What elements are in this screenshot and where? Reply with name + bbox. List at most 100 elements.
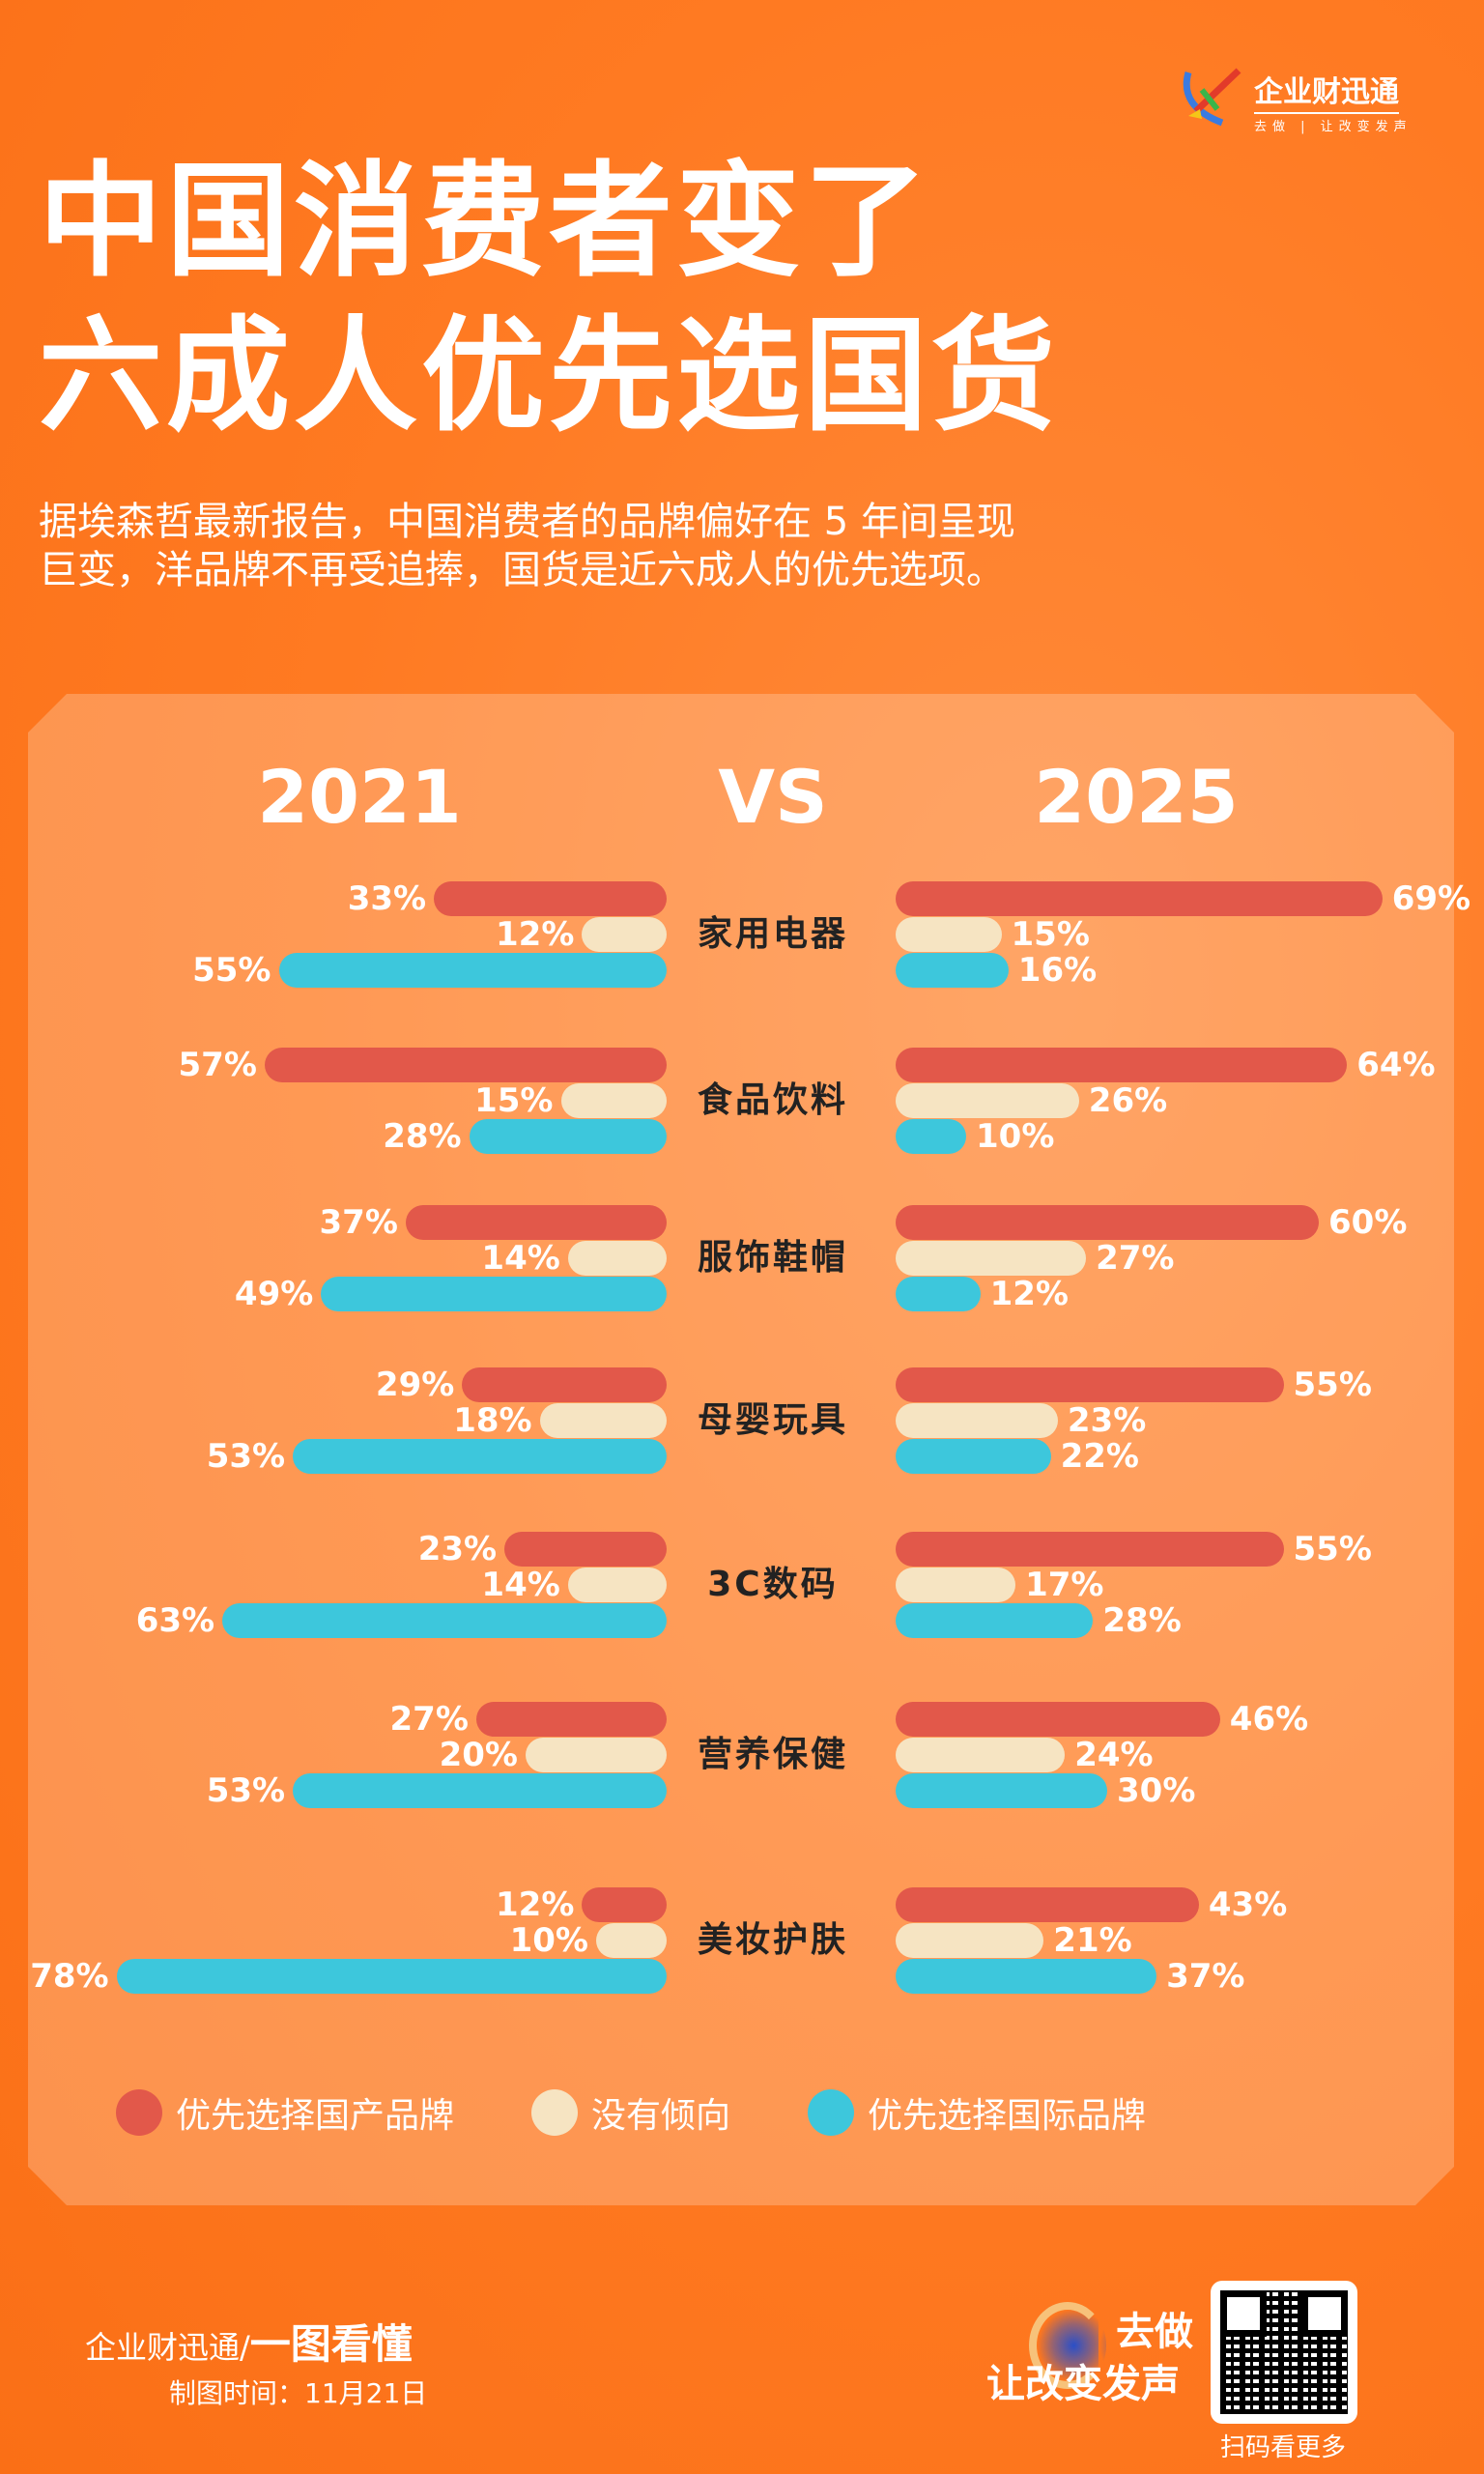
value-label-y2025-international: 12% [989, 1275, 1069, 1313]
bar-y2025-domestic [896, 881, 1383, 916]
bar-y2021-domestic [504, 1532, 667, 1567]
value-label-y2025-international: 37% [1166, 1957, 1245, 1996]
bar-y2021-domestic [264, 1048, 667, 1082]
bar-y2025-neutral [896, 1241, 1087, 1276]
page-title: 中国消费者变了 六成人优先选国货 [39, 145, 1059, 454]
bar-y2025-domestic [896, 1887, 1199, 1922]
footer-brand: 企业财迅通/一图看懂 [85, 2320, 413, 2368]
bar-y2025-international [896, 1603, 1094, 1638]
bar-y2025-domestic [896, 1702, 1220, 1737]
bar-y2025-neutral [896, 1738, 1066, 1772]
legend-dot-domestic [116, 2089, 162, 2136]
value-label-y2021-international: 78% [30, 1957, 109, 1996]
logo-icon [1183, 68, 1241, 127]
value-label-y2021-international: 53% [206, 1437, 286, 1476]
value-label-y2025-domestic: 46% [1229, 1700, 1309, 1739]
bar-y2021-domestic [405, 1205, 667, 1240]
value-label-y2021-domestic: 33% [347, 879, 427, 918]
bar-y2021-domestic [462, 1367, 667, 1402]
bar-y2021-international [116, 1959, 667, 1994]
value-label-y2021-domestic: 37% [319, 1203, 398, 1242]
category-label: 美妆护肤 [697, 1920, 849, 1960]
value-label-y2021-neutral: 15% [474, 1081, 554, 1120]
legend: 优先选择国产品牌 没有倾向 优先选择国际品牌 [116, 2087, 1223, 2138]
bar-y2021-neutral [567, 1568, 667, 1602]
bar-y2021-neutral [596, 1923, 667, 1958]
bar-y2025-domestic [896, 1367, 1284, 1402]
bar-y2025-neutral [896, 1403, 1058, 1438]
bar-y2021-international [278, 953, 667, 988]
value-label-y2025-international: 30% [1117, 1771, 1196, 1810]
category-label: 3C数码 [707, 1565, 839, 1604]
qr-code[interactable] [1211, 2281, 1357, 2424]
value-label-y2021-neutral: 14% [481, 1566, 560, 1604]
value-label-y2021-neutral: 12% [496, 915, 575, 954]
value-label-y2021-domestic: 29% [375, 1366, 455, 1404]
value-label-y2021-neutral: 10% [509, 1921, 588, 1960]
bar-y2025-domestic [896, 1205, 1319, 1240]
value-label-y2025-neutral: 27% [1096, 1239, 1175, 1278]
bar-y2025-domestic [896, 1532, 1284, 1567]
brand-name: 企业财迅通 [1254, 68, 1399, 114]
value-label-y2025-international: 16% [1017, 951, 1098, 990]
value-label-y2025-domestic: 69% [1391, 879, 1471, 918]
category-label: 营养保健 [697, 1735, 849, 1774]
category-label: 母婴玩具 [697, 1400, 849, 1440]
chart-panel [28, 694, 1454, 2205]
category-label: 家用电器 [697, 914, 849, 954]
legend-dot-neutral [531, 2089, 579, 2136]
bar-y2021-domestic [434, 881, 667, 916]
legend-item-neutral: 没有倾向 [531, 2087, 730, 2138]
bar-y2021-neutral [526, 1738, 667, 1772]
value-label-y2021-neutral: 14% [481, 1239, 560, 1278]
value-label-y2025-domestic: 64% [1356, 1046, 1436, 1084]
category-label: 服饰鞋帽 [697, 1238, 849, 1278]
cta-slogan: 去做 让改变发声 [981, 2283, 1213, 2428]
value-label-y2021-international: 53% [206, 1771, 286, 1810]
bar-y2021-international [293, 1439, 667, 1474]
bar-y2021-international [293, 1773, 667, 1808]
bar-y2025-international [896, 953, 1009, 988]
bar-y2025-international [896, 1277, 981, 1311]
bar-y2025-neutral [896, 917, 1002, 952]
bar-y2025-neutral [896, 1568, 1016, 1602]
brand-logo: 企业财迅通 去做 | 让改变发声 [1179, 58, 1459, 135]
value-label-y2025-international: 22% [1060, 1437, 1139, 1476]
value-label-y2025-domestic: 43% [1208, 1885, 1288, 1924]
legend-item-domestic: 优先选择国产品牌 [116, 2087, 454, 2138]
legend-item-international: 优先选择国际品牌 [808, 2087, 1146, 2138]
footer-tagline: 一图看懂 [249, 2320, 413, 2368]
title-line-2: 六成人优先选国货 [39, 304, 1060, 448]
qr-code-pattern [1220, 2290, 1348, 2414]
header-2021: 2021 [257, 754, 462, 840]
header-2025: 2025 [1034, 754, 1239, 840]
value-label-y2025-neutral: 26% [1088, 1081, 1168, 1120]
value-label-y2021-domestic: 27% [389, 1700, 469, 1739]
bar-y2021-international [321, 1277, 667, 1311]
value-label-y2025-neutral: 17% [1025, 1566, 1104, 1604]
bar-y2021-neutral [539, 1403, 667, 1438]
value-label-y2021-international: 55% [192, 951, 271, 990]
bar-y2025-neutral [896, 1923, 1044, 1958]
bar-y2025-international [896, 1439, 1051, 1474]
footer-date: 制图时间：11月21日 [169, 2377, 428, 2409]
value-label-y2025-neutral: 24% [1074, 1736, 1154, 1774]
value-label-y2021-domestic: 23% [417, 1530, 498, 1568]
bar-y2021-neutral [582, 917, 667, 952]
subtitle: 据埃森哲最新报告，中国消费者的品牌偏好在 5 年间呈现巨变，洋品牌不再受追捧，国… [39, 500, 1015, 592]
bar-y2021-neutral [567, 1241, 667, 1276]
bar-y2021-domestic [475, 1702, 667, 1737]
value-label-y2021-domestic: 12% [496, 1885, 575, 1924]
header-vs: VS [718, 754, 828, 840]
value-label-y2025-neutral: 15% [1011, 915, 1090, 954]
value-label-y2021-international: 49% [234, 1275, 314, 1313]
ring-icon [1029, 2302, 1106, 2389]
bar-y2021-domestic [582, 1887, 667, 1922]
brand-slogan: 去做 | 让改变发声 [1254, 120, 1413, 134]
value-label-y2025-domestic: 60% [1328, 1203, 1408, 1242]
value-label-y2021-neutral: 20% [439, 1736, 518, 1774]
bar-y2025-neutral [896, 1083, 1079, 1118]
value-label-y2025-international: 10% [976, 1117, 1055, 1156]
value-label-y2025-domestic: 55% [1293, 1366, 1372, 1404]
bar-y2025-international [896, 1119, 966, 1154]
